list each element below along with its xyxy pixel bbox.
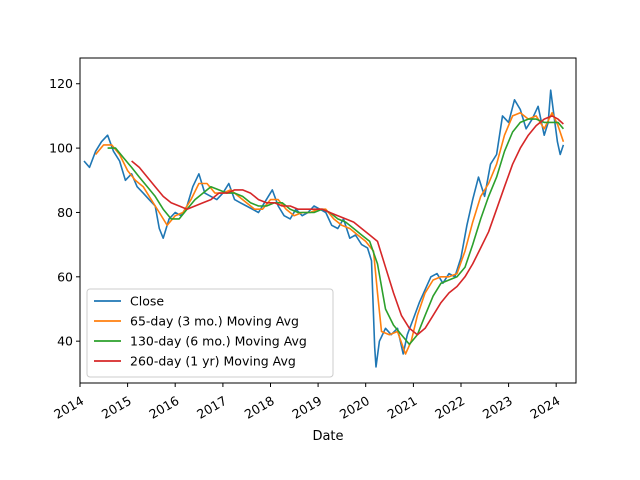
plot-area <box>83 89 565 368</box>
legend-label-3: 260-day (1 yr) Moving Avg <box>130 354 296 369</box>
x-axis-label: Date <box>312 429 343 444</box>
y-tick-label-2: 80 <box>57 205 73 220</box>
legend-label-1: 65-day (3 mo.) Moving Avg <box>130 314 299 329</box>
y-tick-label-1: 60 <box>57 269 73 284</box>
series-line-3 <box>131 115 564 336</box>
series-line-0 <box>83 89 565 368</box>
series-line-1 <box>94 111 565 355</box>
y-axis-ticks: 40 60 80 100 120 <box>49 76 80 349</box>
axes-frame <box>79 57 577 384</box>
legend-label-0: Close <box>130 294 164 309</box>
series-line-2 <box>107 118 565 346</box>
y-tick-label-3: 100 <box>49 141 73 156</box>
legend: Close 65-day (3 mo.) Moving Avg 130-day (6… <box>86 288 334 378</box>
y-tick-label-0: 40 <box>57 334 73 349</box>
legend-box <box>86 288 334 378</box>
y-tick-label-4: 120 <box>49 76 73 91</box>
legend-label-2: 130-day (6 mo.) Moving Avg <box>130 334 307 349</box>
